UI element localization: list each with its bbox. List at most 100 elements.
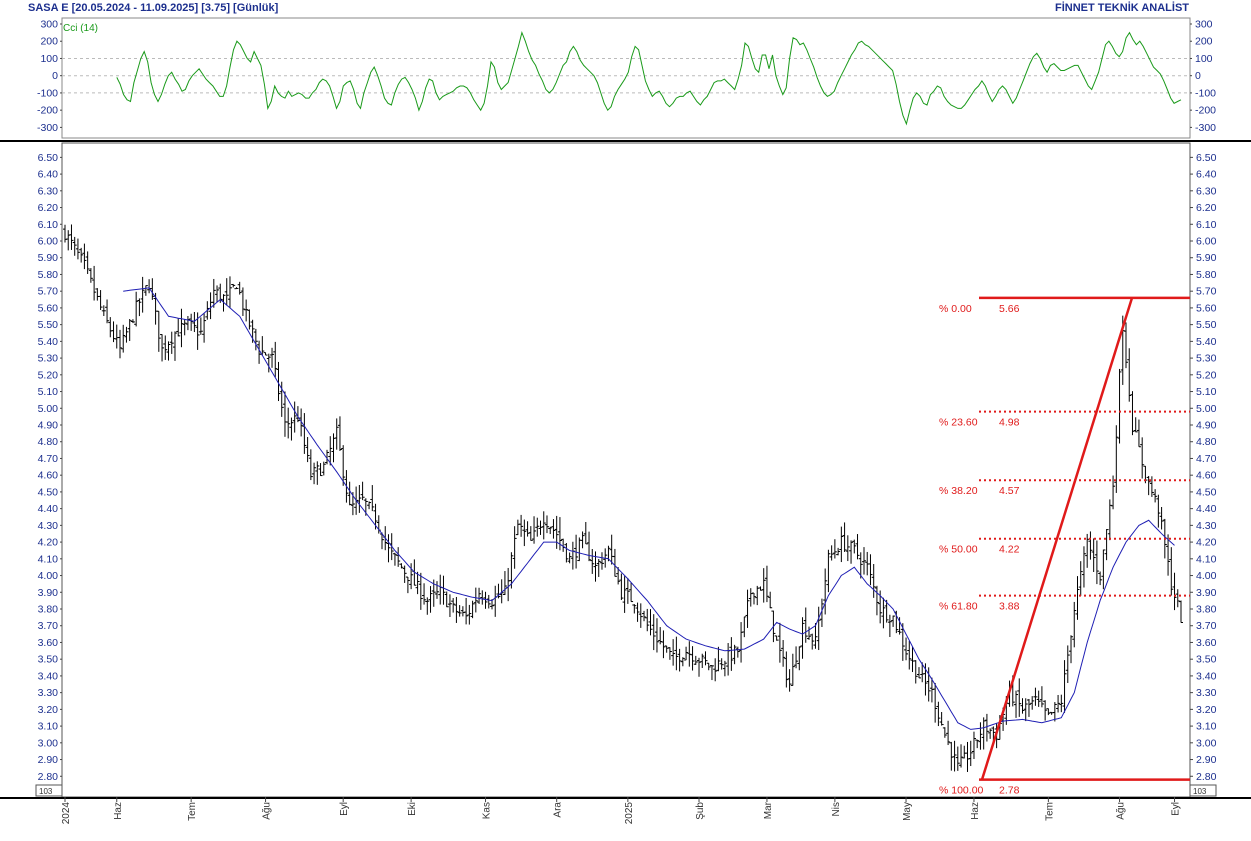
ohlc-bar (460, 606, 465, 617)
ohlc-bar (671, 639, 676, 666)
ohlc-bar (910, 646, 915, 673)
chart-title: SASA E [20.05.2024 - 11.09.2025] [3.75] … (28, 2, 279, 14)
ohlc-bar (137, 298, 142, 317)
ohlc-bar (266, 353, 271, 373)
price-y-tick-label: 4.90 (1196, 420, 1217, 432)
ohlc-bar (554, 515, 559, 549)
ohlc-bar (502, 571, 507, 596)
ohlc-bar (532, 516, 537, 544)
ohlc-bar (752, 592, 757, 605)
x-tick-label: Eyl (339, 802, 350, 816)
ohlc-bar (894, 610, 899, 634)
ohlc-bar (874, 585, 879, 616)
price-y-tick-label: 3.50 (38, 654, 59, 666)
ohlc-bar (156, 310, 161, 352)
ohlc-bar (955, 746, 960, 771)
ohlc-bar (396, 547, 401, 567)
ohlc-bar (952, 740, 957, 772)
ohlc-bar (341, 445, 346, 486)
price-y-tick-label: 5.60 (38, 302, 59, 314)
price-y-tick-label: 4.00 (38, 570, 59, 582)
ohlc-bar (1104, 529, 1109, 561)
ohlc-bar (179, 308, 184, 348)
price-y-tick-label: 4.80 (38, 436, 59, 448)
ohlc-bar (189, 313, 194, 331)
ohlc-bar (1023, 698, 1028, 722)
ohlc-bar (208, 292, 213, 320)
price-y-tick-label: 5.20 (38, 369, 59, 381)
ohlc-bar (176, 318, 181, 337)
ohlc-bar (160, 334, 165, 362)
ohlc-bar (719, 658, 724, 670)
ohlc-bar (761, 568, 766, 603)
price-y-tick-label: 3.20 (38, 704, 59, 716)
price-y-tick-label: 6.40 (1196, 169, 1217, 181)
ohlc-bar (506, 567, 511, 602)
ohlc-bar (1140, 437, 1145, 479)
ohlc-bar (1101, 549, 1106, 590)
ohlc-bar (95, 288, 100, 301)
ohlc-bar (127, 319, 132, 342)
cci-y-axis-left: 300 200 100 0 -100 -200 -300 (37, 19, 62, 134)
ohlc-bar (687, 641, 692, 667)
ohlc-bar (680, 657, 685, 667)
ohlc-bar (1146, 475, 1151, 496)
price-y-tick-label: 3.20 (1196, 704, 1217, 716)
ohlc-bar (1172, 572, 1177, 611)
ohlc-bar (635, 602, 640, 622)
price-y-tick-label: 6.20 (38, 202, 59, 214)
ohlc-bar (654, 618, 659, 653)
price-y-tick-label: 4.40 (1196, 503, 1217, 515)
ohlc-bar (166, 341, 171, 361)
ohlc-bar (240, 287, 245, 316)
ohlc-bar (172, 331, 177, 361)
ohlc-bar (907, 641, 912, 670)
cci-y-tick-label: 300 (1195, 19, 1213, 31)
ohlc-bar (942, 727, 947, 738)
ohlc-bar (130, 319, 135, 324)
ohlc-bar (367, 501, 372, 510)
ohlc-bar (467, 604, 472, 625)
ohlc-bar (347, 481, 352, 506)
ohlc-bar (337, 416, 342, 451)
ohlc-bar (244, 299, 249, 322)
ohlc-bar (732, 644, 737, 665)
ohlc-bar (72, 236, 77, 256)
ohlc-bar (63, 224, 67, 243)
ohlc-bar (580, 531, 585, 549)
ohlc-bar (632, 604, 637, 614)
x-tick-label: Eyl (1171, 802, 1182, 816)
price-y-tick-label: 3.00 (1196, 737, 1217, 749)
ohlc-bar (541, 511, 546, 540)
ohlc-bar (619, 573, 624, 601)
price-y-tick-label: 5.00 (1196, 403, 1217, 415)
ohlc-bar (674, 636, 679, 671)
ohlc-bar (101, 305, 106, 317)
price-y-tick-label: 4.00 (1196, 570, 1217, 582)
ohlc-bar (231, 283, 236, 288)
ohlc-bar (768, 591, 773, 609)
ohlc-bar (211, 278, 216, 308)
x-tick-label: Haz (113, 802, 124, 820)
ohlc-bar (897, 617, 902, 635)
price-y-tick-label: 3.40 (1196, 670, 1217, 682)
ohlc-bar (447, 594, 452, 617)
x-tick-label: Ağu (1116, 802, 1127, 820)
cci-y-tick-label: 200 (1195, 36, 1213, 48)
price-y-tick-label: 5.90 (38, 252, 59, 264)
ohlc-bar (577, 537, 582, 562)
cci-y-tick-label: 0 (1195, 70, 1201, 82)
cci-y-axis-right: 300 200 100 0 -100 -200 -300 (1190, 19, 1216, 134)
ohlc-bar (415, 571, 420, 595)
ohlc-bar (247, 309, 252, 330)
ohlc-bar (1088, 531, 1093, 560)
ohlc-bar (716, 646, 721, 672)
price-y-tick-label: 6.40 (38, 169, 59, 181)
date-x-axis: 2024 Haz Tem Ağu Eyl Eki Kas Ara 2025 Şub Mar Nis Ma… (61, 797, 1182, 824)
ohlc-bar (169, 331, 174, 354)
ohlc-bar (1133, 417, 1138, 433)
ohlc-bar (1043, 700, 1048, 721)
price-y-tick-label: 5.00 (38, 403, 59, 415)
ohlc-bar (590, 548, 595, 574)
